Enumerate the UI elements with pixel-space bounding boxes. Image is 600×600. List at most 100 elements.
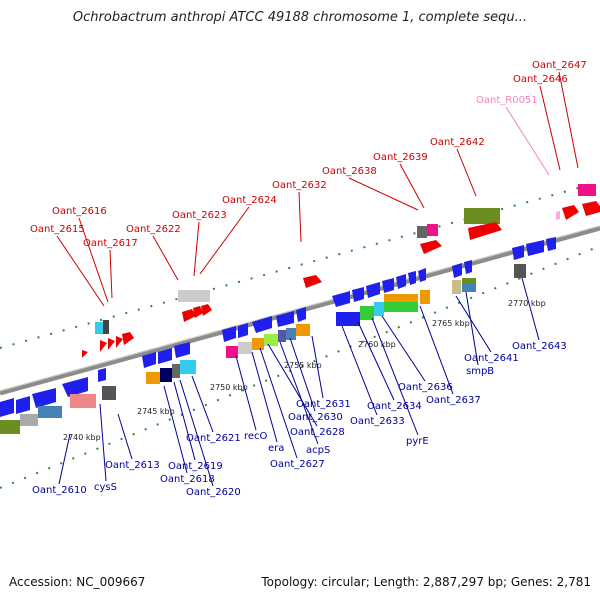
gene-label-reco[interactable]: recO xyxy=(244,431,268,442)
gene-feature[interactable] xyxy=(384,294,418,302)
gene-feature[interactable] xyxy=(172,364,180,378)
gene-arrow[interactable] xyxy=(32,388,56,408)
gene-arrow[interactable] xyxy=(108,338,115,350)
gene-feature[interactable] xyxy=(20,414,38,426)
gene-feature[interactable] xyxy=(384,302,418,312)
gene-arrow[interactable] xyxy=(332,291,350,307)
gene-arrow[interactable] xyxy=(98,368,106,382)
gene-feature[interactable] xyxy=(103,320,109,334)
gene-arrow[interactable] xyxy=(562,205,579,220)
gene-label-era[interactable]: era xyxy=(268,443,284,454)
gene-label-oant-2613[interactable]: Oant_2613 xyxy=(105,460,160,471)
gene-feature[interactable] xyxy=(95,322,103,334)
gene-label-oant-2643[interactable]: Oant_2643 xyxy=(512,341,567,352)
gene-feature[interactable] xyxy=(278,330,286,342)
gene-feature[interactable] xyxy=(160,368,172,382)
gene-feature[interactable] xyxy=(296,324,310,336)
gene-arrow[interactable] xyxy=(452,263,462,278)
gene-arrow[interactable] xyxy=(420,240,442,254)
gene-label-oant-2624[interactable]: Oant_2624 xyxy=(222,195,277,206)
gene-label-oant-r0051[interactable]: Oant_R0051 xyxy=(476,95,538,106)
gene-arrow[interactable] xyxy=(182,309,196,322)
gene-label-oant-2637[interactable]: Oant_2637 xyxy=(426,395,481,406)
gene-label-oant-2636[interactable]: Oant_2636 xyxy=(398,382,453,393)
gene-feature[interactable] xyxy=(238,342,252,354)
gene-label-oant-2630[interactable]: Oant_2630 xyxy=(288,412,343,423)
gene-feature[interactable] xyxy=(514,264,526,278)
gene-feature[interactable] xyxy=(146,372,160,384)
gene-feature[interactable] xyxy=(374,302,384,316)
gene-arrow[interactable] xyxy=(0,398,14,417)
gene-label-oant-2647[interactable]: Oant_2647 xyxy=(532,60,587,71)
gene-arrow[interactable] xyxy=(201,304,212,316)
gene-label-cyss[interactable]: cysS xyxy=(94,482,117,493)
gene-arrow[interactable] xyxy=(296,307,306,322)
gene-label-oant-2618[interactable]: Oant_2618 xyxy=(160,474,215,485)
gene-label-oant-2646[interactable]: Oant_2646 xyxy=(513,74,568,85)
gene-feature[interactable] xyxy=(286,328,296,340)
gene-label-oant-2622[interactable]: Oant_2622 xyxy=(126,224,181,235)
gene-feature[interactable] xyxy=(180,360,196,374)
gene-arrow[interactable] xyxy=(418,268,426,282)
gene-label-oant-2627[interactable]: Oant_2627 xyxy=(270,459,325,470)
gene-arrow[interactable] xyxy=(366,282,380,298)
gene-feature[interactable] xyxy=(360,306,374,320)
gene-label-oant-2617[interactable]: Oant_2617 xyxy=(83,238,138,249)
gene-arrow[interactable] xyxy=(382,278,394,293)
gene-arrow[interactable] xyxy=(62,377,88,397)
gene-label-oant-2633[interactable]: Oant_2633 xyxy=(350,416,405,427)
gene-arrow[interactable] xyxy=(82,350,88,358)
gene-feature[interactable] xyxy=(452,280,461,294)
gene-arrow[interactable] xyxy=(116,336,123,348)
gene-arrow[interactable] xyxy=(222,326,236,342)
gene-arrow[interactable] xyxy=(303,275,322,288)
gene-arrow[interactable] xyxy=(276,311,294,327)
gene-feature[interactable] xyxy=(462,284,476,292)
gene-arrow[interactable] xyxy=(122,332,134,345)
gene-label-smpb[interactable]: smpB xyxy=(466,366,494,377)
gene-label-oant-2610[interactable]: Oant_2610 xyxy=(32,485,87,496)
gene-feature[interactable] xyxy=(38,406,62,418)
gene-feature[interactable] xyxy=(420,290,430,304)
gene-label-oant-2620[interactable]: Oant_2620 xyxy=(186,487,241,498)
gene-label-oant-2639[interactable]: Oant_2639 xyxy=(373,152,428,163)
gene-arrow[interactable] xyxy=(512,245,524,260)
gene-label-oant-2623[interactable]: Oant_2623 xyxy=(172,210,227,221)
gene-feature[interactable] xyxy=(226,346,238,358)
gene-arrow[interactable] xyxy=(252,316,272,333)
gene-feature[interactable] xyxy=(336,312,360,326)
gene-label-oant-2615[interactable]: Oant_2615 xyxy=(30,224,85,235)
gene-feature[interactable] xyxy=(102,386,116,400)
gene-feature[interactable] xyxy=(462,278,476,284)
gene-label-pyre[interactable]: pyrE xyxy=(406,436,429,447)
gene-label-oant-2621[interactable]: Oant_2621 xyxy=(186,433,241,444)
gene-arrow[interactable] xyxy=(464,260,472,274)
gene-label-acps[interactable]: acpS xyxy=(306,445,330,456)
gene-arrow[interactable] xyxy=(526,240,544,256)
gene-feature[interactable] xyxy=(252,338,264,350)
gene-feature[interactable] xyxy=(417,226,427,238)
rna-feature[interactable] xyxy=(556,211,560,220)
gene-arrow[interactable] xyxy=(396,274,406,289)
gene-arrow[interactable] xyxy=(582,201,600,216)
gene-feature[interactable] xyxy=(264,334,278,346)
gene-arrow[interactable] xyxy=(158,348,172,364)
gene-arrow[interactable] xyxy=(468,222,502,240)
gene-feature[interactable] xyxy=(427,224,438,236)
gene-arrow[interactable] xyxy=(16,396,30,414)
gene-label-oant-2634[interactable]: Oant_2634 xyxy=(367,401,422,412)
gene-label-oant-2628[interactable]: Oant_2628 xyxy=(290,427,345,438)
gene-arrow[interactable] xyxy=(546,237,556,251)
gene-arrow[interactable] xyxy=(408,271,416,285)
gene-label-oant-2631[interactable]: Oant_2631 xyxy=(296,399,351,410)
gene-feature[interactable] xyxy=(464,208,500,224)
gene-label-oant-2642[interactable]: Oant_2642 xyxy=(430,137,485,148)
gene-label-oant-2641[interactable]: Oant_2641 xyxy=(464,353,519,364)
gene-feature[interactable] xyxy=(578,184,596,196)
gene-feature[interactable] xyxy=(0,420,20,434)
gene-feature[interactable] xyxy=(70,394,96,408)
gene-arrow[interactable] xyxy=(193,306,203,318)
gene-label-oant-2619[interactable]: Oant_2619 xyxy=(168,461,223,472)
gene-label-oant-2616[interactable]: Oant_2616 xyxy=(52,206,107,217)
gene-label-oant-2632[interactable]: Oant_2632 xyxy=(272,180,327,191)
